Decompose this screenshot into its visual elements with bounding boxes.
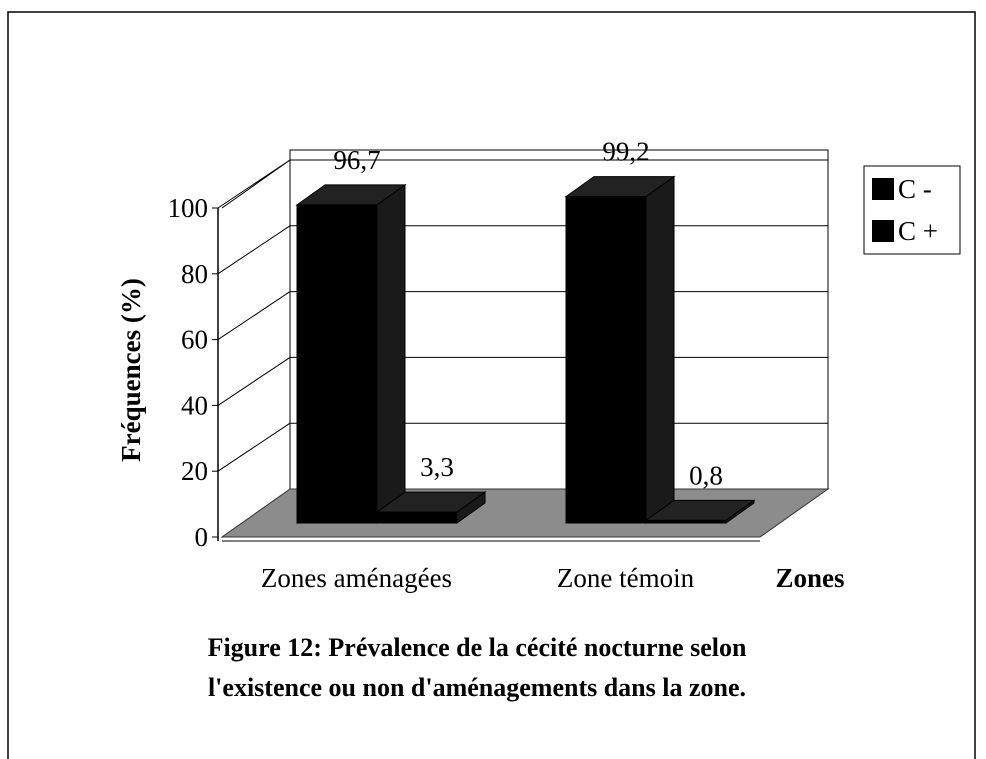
x-tick-label: Zones aménagées [261,563,452,593]
grid-line-side [217,159,291,209]
bar-front [645,519,727,524]
bar-front [296,204,378,524]
bar-front [376,511,458,524]
caption-line: Figure 12: Prévalence de la cécité noctu… [208,633,747,662]
legend-label: C + [898,216,938,246]
bar-front [565,196,647,524]
y-tick-label: 80 [181,259,208,289]
legend-label: C - [898,174,932,204]
y-tick-label: 60 [181,325,208,355]
x-tick-label: Zone témoin [557,563,695,593]
legend-swatch [872,178,894,200]
frame [7,11,976,759]
y-tick-label: 20 [181,456,208,486]
caption-line: l'existence ou non d'aménagements dans l… [208,673,746,702]
x-axis-label: Zones [775,563,844,593]
value-label: 96,7 [333,145,380,175]
bar [564,175,676,524]
legend-swatch [872,220,894,242]
bar-side [376,183,406,524]
caption: Figure 12: Prévalence de la cécité noctu… [208,633,747,702]
grid-line-side [217,356,291,406]
value-label: 99,2 [602,137,649,167]
value-label: 3,3 [420,452,454,482]
bar [644,499,756,524]
bar [295,183,407,524]
y-tick-label: 0 [195,522,209,552]
y-tick-label: 40 [181,390,208,420]
bar [375,491,487,524]
bar-side [645,175,675,524]
grid-line-side [217,225,291,275]
y-axis-label: Fréquences (%) [116,278,146,462]
value-label: 0,8 [689,460,723,490]
grid-line-side [217,291,291,341]
grid-line-side [217,422,291,472]
back-wall [289,149,829,489]
y-tick-label: 100 [168,193,209,223]
